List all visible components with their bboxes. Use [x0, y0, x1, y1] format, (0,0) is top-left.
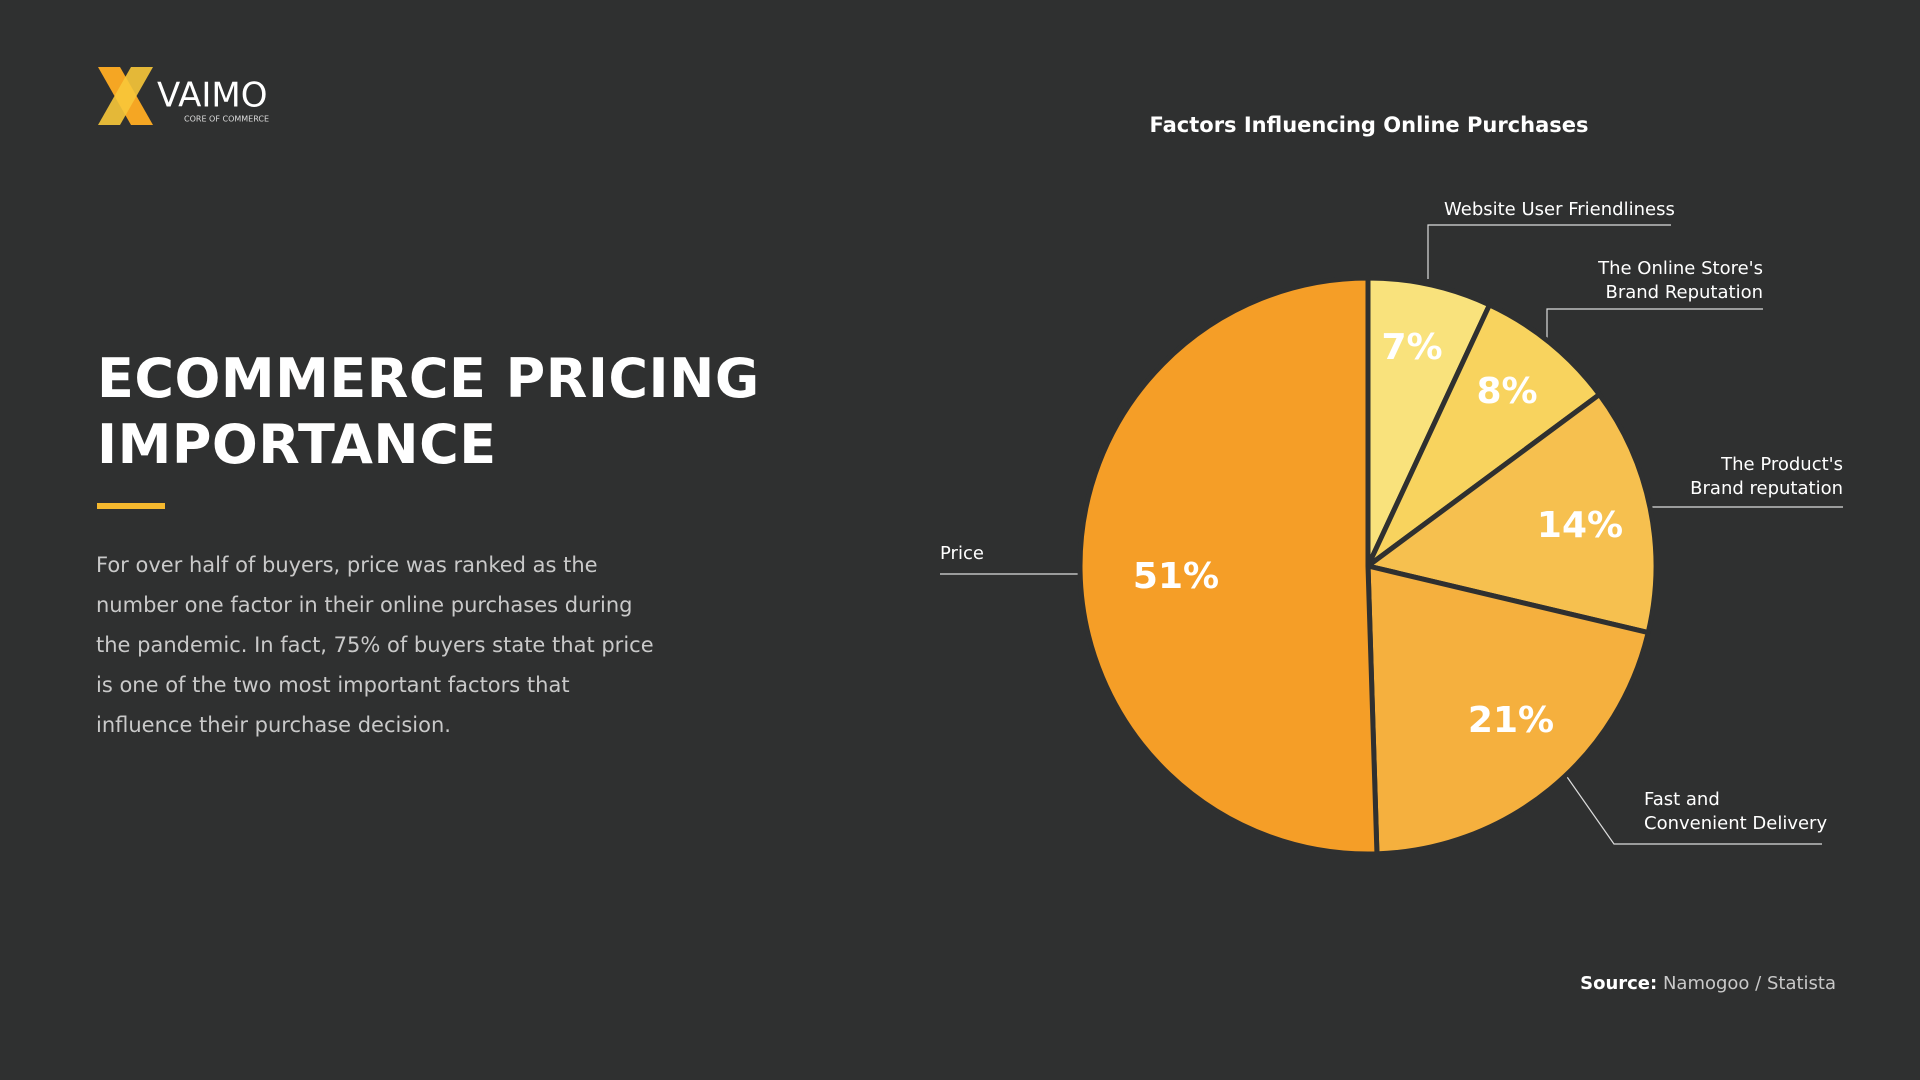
logo-name: VAIMO: [157, 76, 267, 116]
category-label: Website User Friendliness: [1444, 199, 1675, 220]
pie: 7% 8% 14% 21% 51%: [1077, 275, 1659, 857]
category-label: Price: [940, 543, 984, 564]
value-label: 14%: [1537, 505, 1623, 546]
value-label: 8%: [1476, 371, 1537, 412]
value-label: 51%: [1133, 556, 1219, 597]
logo-icon: [98, 67, 153, 125]
heading: ECOMMERCE PRICING IMPORTANCE: [97, 346, 760, 478]
heading-underline: [97, 503, 165, 509]
heading-line: ECOMMERCE PRICING: [97, 347, 760, 410]
pie-slice: [1365, 563, 1651, 857]
pie-slice: [1365, 392, 1659, 636]
pie-slice: [1077, 275, 1380, 857]
value-label: 21%: [1468, 700, 1554, 741]
source-label: Source:: [1580, 973, 1658, 994]
source-text: Namogoo / Statista: [1662, 973, 1836, 994]
leader-lines: [940, 224, 1843, 845]
heading-line: IMPORTANCE: [97, 413, 497, 476]
chart-title: Factors Influencing Online Purchases: [1150, 113, 1589, 137]
paragraph: For over half of buyers, price was ranke…: [96, 553, 654, 737]
pie-slice: [1365, 302, 1602, 569]
category-label: The Product's Brand reputation: [1690, 454, 1843, 499]
value-label: 7%: [1381, 327, 1442, 368]
source: Source: Namogoo / Statista: [1580, 973, 1836, 994]
category-label: The Online Store's Brand Reputation: [1598, 258, 1763, 303]
category-label: Fast and Convenient Delivery: [1644, 789, 1828, 834]
logo-tagline: CORE OF COMMERCE: [184, 115, 269, 124]
